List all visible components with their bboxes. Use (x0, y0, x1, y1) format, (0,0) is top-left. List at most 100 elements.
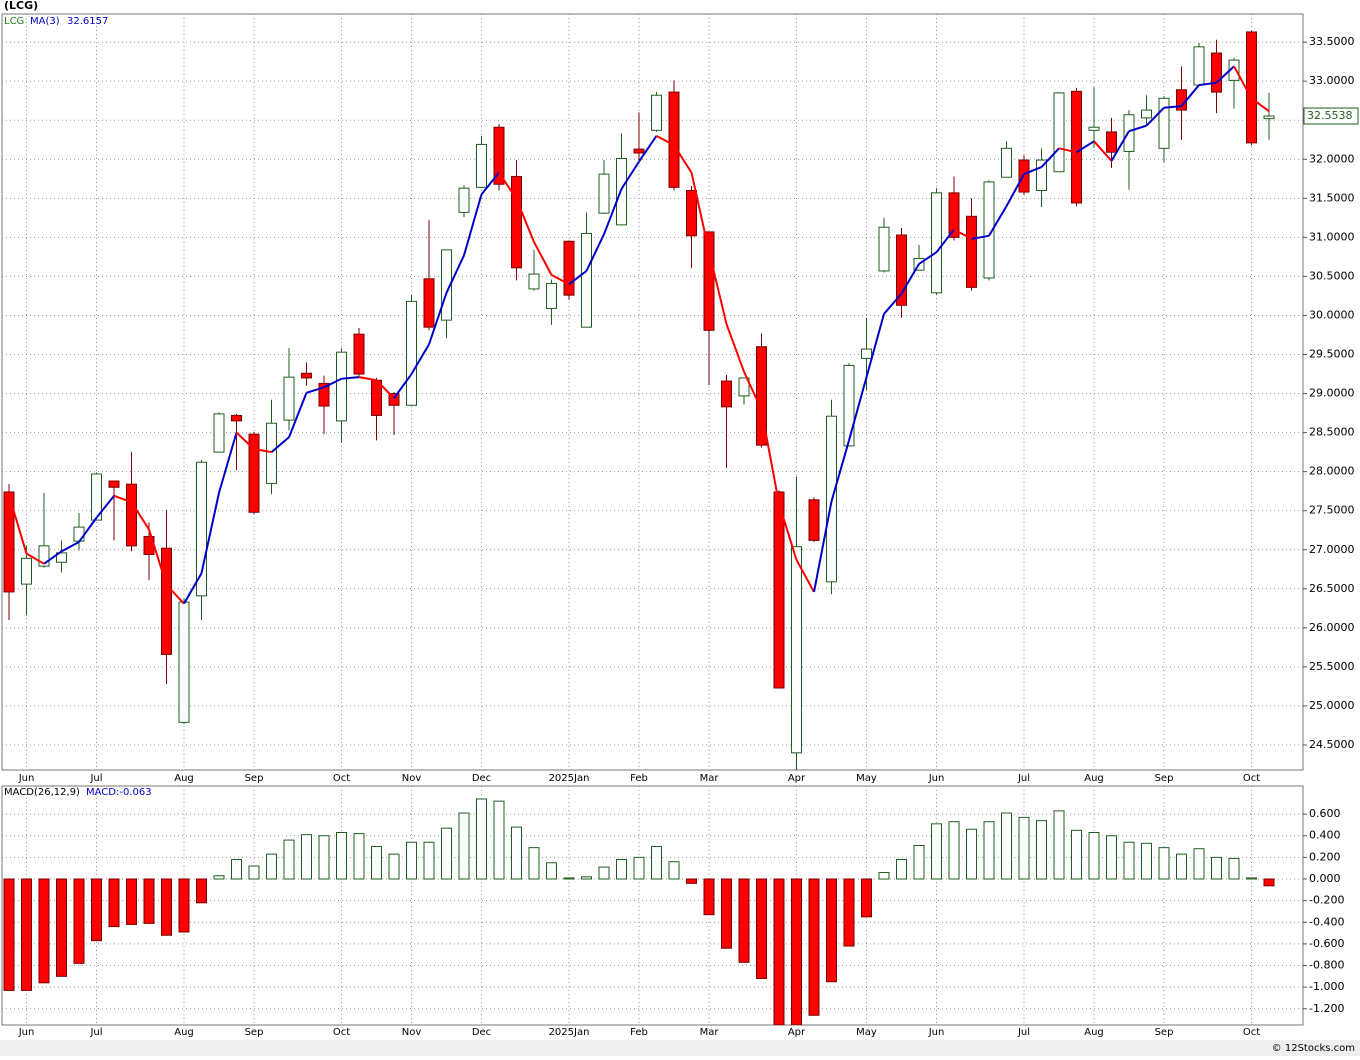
candle-body (948, 192, 960, 238)
candle-body (38, 545, 50, 567)
y-tick-label: 30.5000 (1309, 269, 1355, 282)
y-tick-label: 29.0000 (1309, 387, 1355, 400)
ma-line (953, 228, 972, 240)
ma-line (900, 263, 920, 295)
macd-title: MACD(26,12,9) (4, 787, 80, 798)
macd-bar (756, 878, 767, 979)
macd-bar (598, 866, 610, 880)
y-tick-label: 28.5000 (1309, 426, 1355, 439)
ma-line (918, 251, 938, 265)
macd-bar (213, 875, 225, 880)
ma-line (1198, 81, 1217, 87)
candle-body (931, 192, 942, 294)
candle-body (546, 282, 557, 309)
y-tick-label: 25.5000 (1309, 660, 1355, 673)
y-tick-label: 27.0000 (1309, 543, 1355, 556)
ma-line (1128, 124, 1147, 133)
ma-line (113, 494, 132, 504)
macd-bar (511, 826, 522, 880)
ma-line (78, 517, 98, 543)
candle-body (178, 601, 190, 723)
ma-line (410, 343, 430, 375)
x-tick-label: 2025Jan (549, 773, 590, 784)
macd-bar (441, 827, 452, 880)
ma-line (341, 376, 360, 380)
x-tick-label: Jun (18, 1027, 35, 1038)
candle-body (1211, 52, 1222, 93)
ma-line (463, 194, 483, 256)
macd-bar (301, 834, 312, 880)
macd-bar (1158, 847, 1170, 880)
ma-line (725, 323, 745, 373)
macd-bar (1036, 820, 1047, 880)
macd-bar (843, 878, 855, 947)
ma-line (1075, 140, 1095, 154)
candle-body (91, 473, 102, 521)
macd-bar (633, 856, 645, 880)
candle-body (248, 433, 260, 513)
x-tick-label: Mar (700, 1027, 720, 1038)
candle-body (318, 382, 330, 407)
candle-body (721, 380, 732, 408)
macd-bar (196, 878, 207, 904)
macd-bar (948, 821, 960, 880)
macd-bar (563, 877, 575, 880)
macd-bar (1263, 878, 1275, 887)
footer: © 12Stocks.com (1272, 1043, 1355, 1054)
last-price-box (1303, 107, 1359, 125)
candle-body (1088, 126, 1100, 131)
y-tick-label: 0.400 (1309, 829, 1341, 842)
macd-bar (1193, 848, 1205, 880)
ma-line (638, 135, 658, 163)
ma-line (306, 386, 325, 394)
candle-body (1036, 159, 1047, 192)
y-tick-label: 25.0000 (1309, 699, 1355, 712)
y-tick-label: 0.200 (1309, 850, 1341, 863)
candle-body (668, 91, 680, 188)
macd-bar (476, 798, 487, 880)
macd-bar (738, 878, 750, 963)
candle-body (56, 552, 67, 563)
x-tick-label: Jun (928, 773, 945, 784)
x-tick-label: Jun (18, 773, 35, 784)
ma-line (603, 188, 623, 235)
ma-line (148, 529, 168, 586)
candle-body (388, 393, 400, 406)
last-price: 32.5538 (1307, 109, 1353, 122)
macd-bar (1001, 812, 1012, 880)
x-tick-label: May (856, 1027, 877, 1038)
candle-body (878, 226, 890, 272)
ma-line (865, 313, 885, 378)
macd-value: MACD:-0.063 (86, 787, 152, 798)
x-tick-label: Mar (700, 773, 720, 784)
candle-body (493, 126, 505, 185)
ma-line (656, 134, 675, 147)
macd-bar (266, 853, 277, 880)
x-tick-label: Oct (1243, 1027, 1260, 1038)
ma-line (1145, 107, 1165, 127)
ma-line (533, 241, 553, 276)
macd-bar (651, 846, 662, 880)
y-tick-label: 0.000 (1309, 872, 1341, 885)
candle-body (301, 372, 312, 379)
ma-line (130, 501, 150, 530)
macd-bar (668, 861, 680, 880)
ma-line (358, 376, 377, 382)
ma-line (183, 572, 203, 605)
ma-line (708, 251, 728, 325)
ma-line (375, 379, 395, 399)
x-tick-label: Jul (89, 773, 102, 784)
x-tick-label: Aug (174, 773, 194, 784)
y-tick-label: 24.5000 (1309, 738, 1355, 751)
ma-line (620, 161, 640, 190)
ma-line (8, 494, 28, 554)
macd-bar (406, 841, 417, 880)
macd-bar (283, 839, 295, 880)
candle-body (1141, 109, 1152, 119)
macd-bar (423, 841, 435, 880)
ma-line (690, 172, 710, 252)
candle-body (651, 94, 662, 131)
candle-body (1263, 115, 1275, 120)
candle-body (738, 377, 750, 397)
